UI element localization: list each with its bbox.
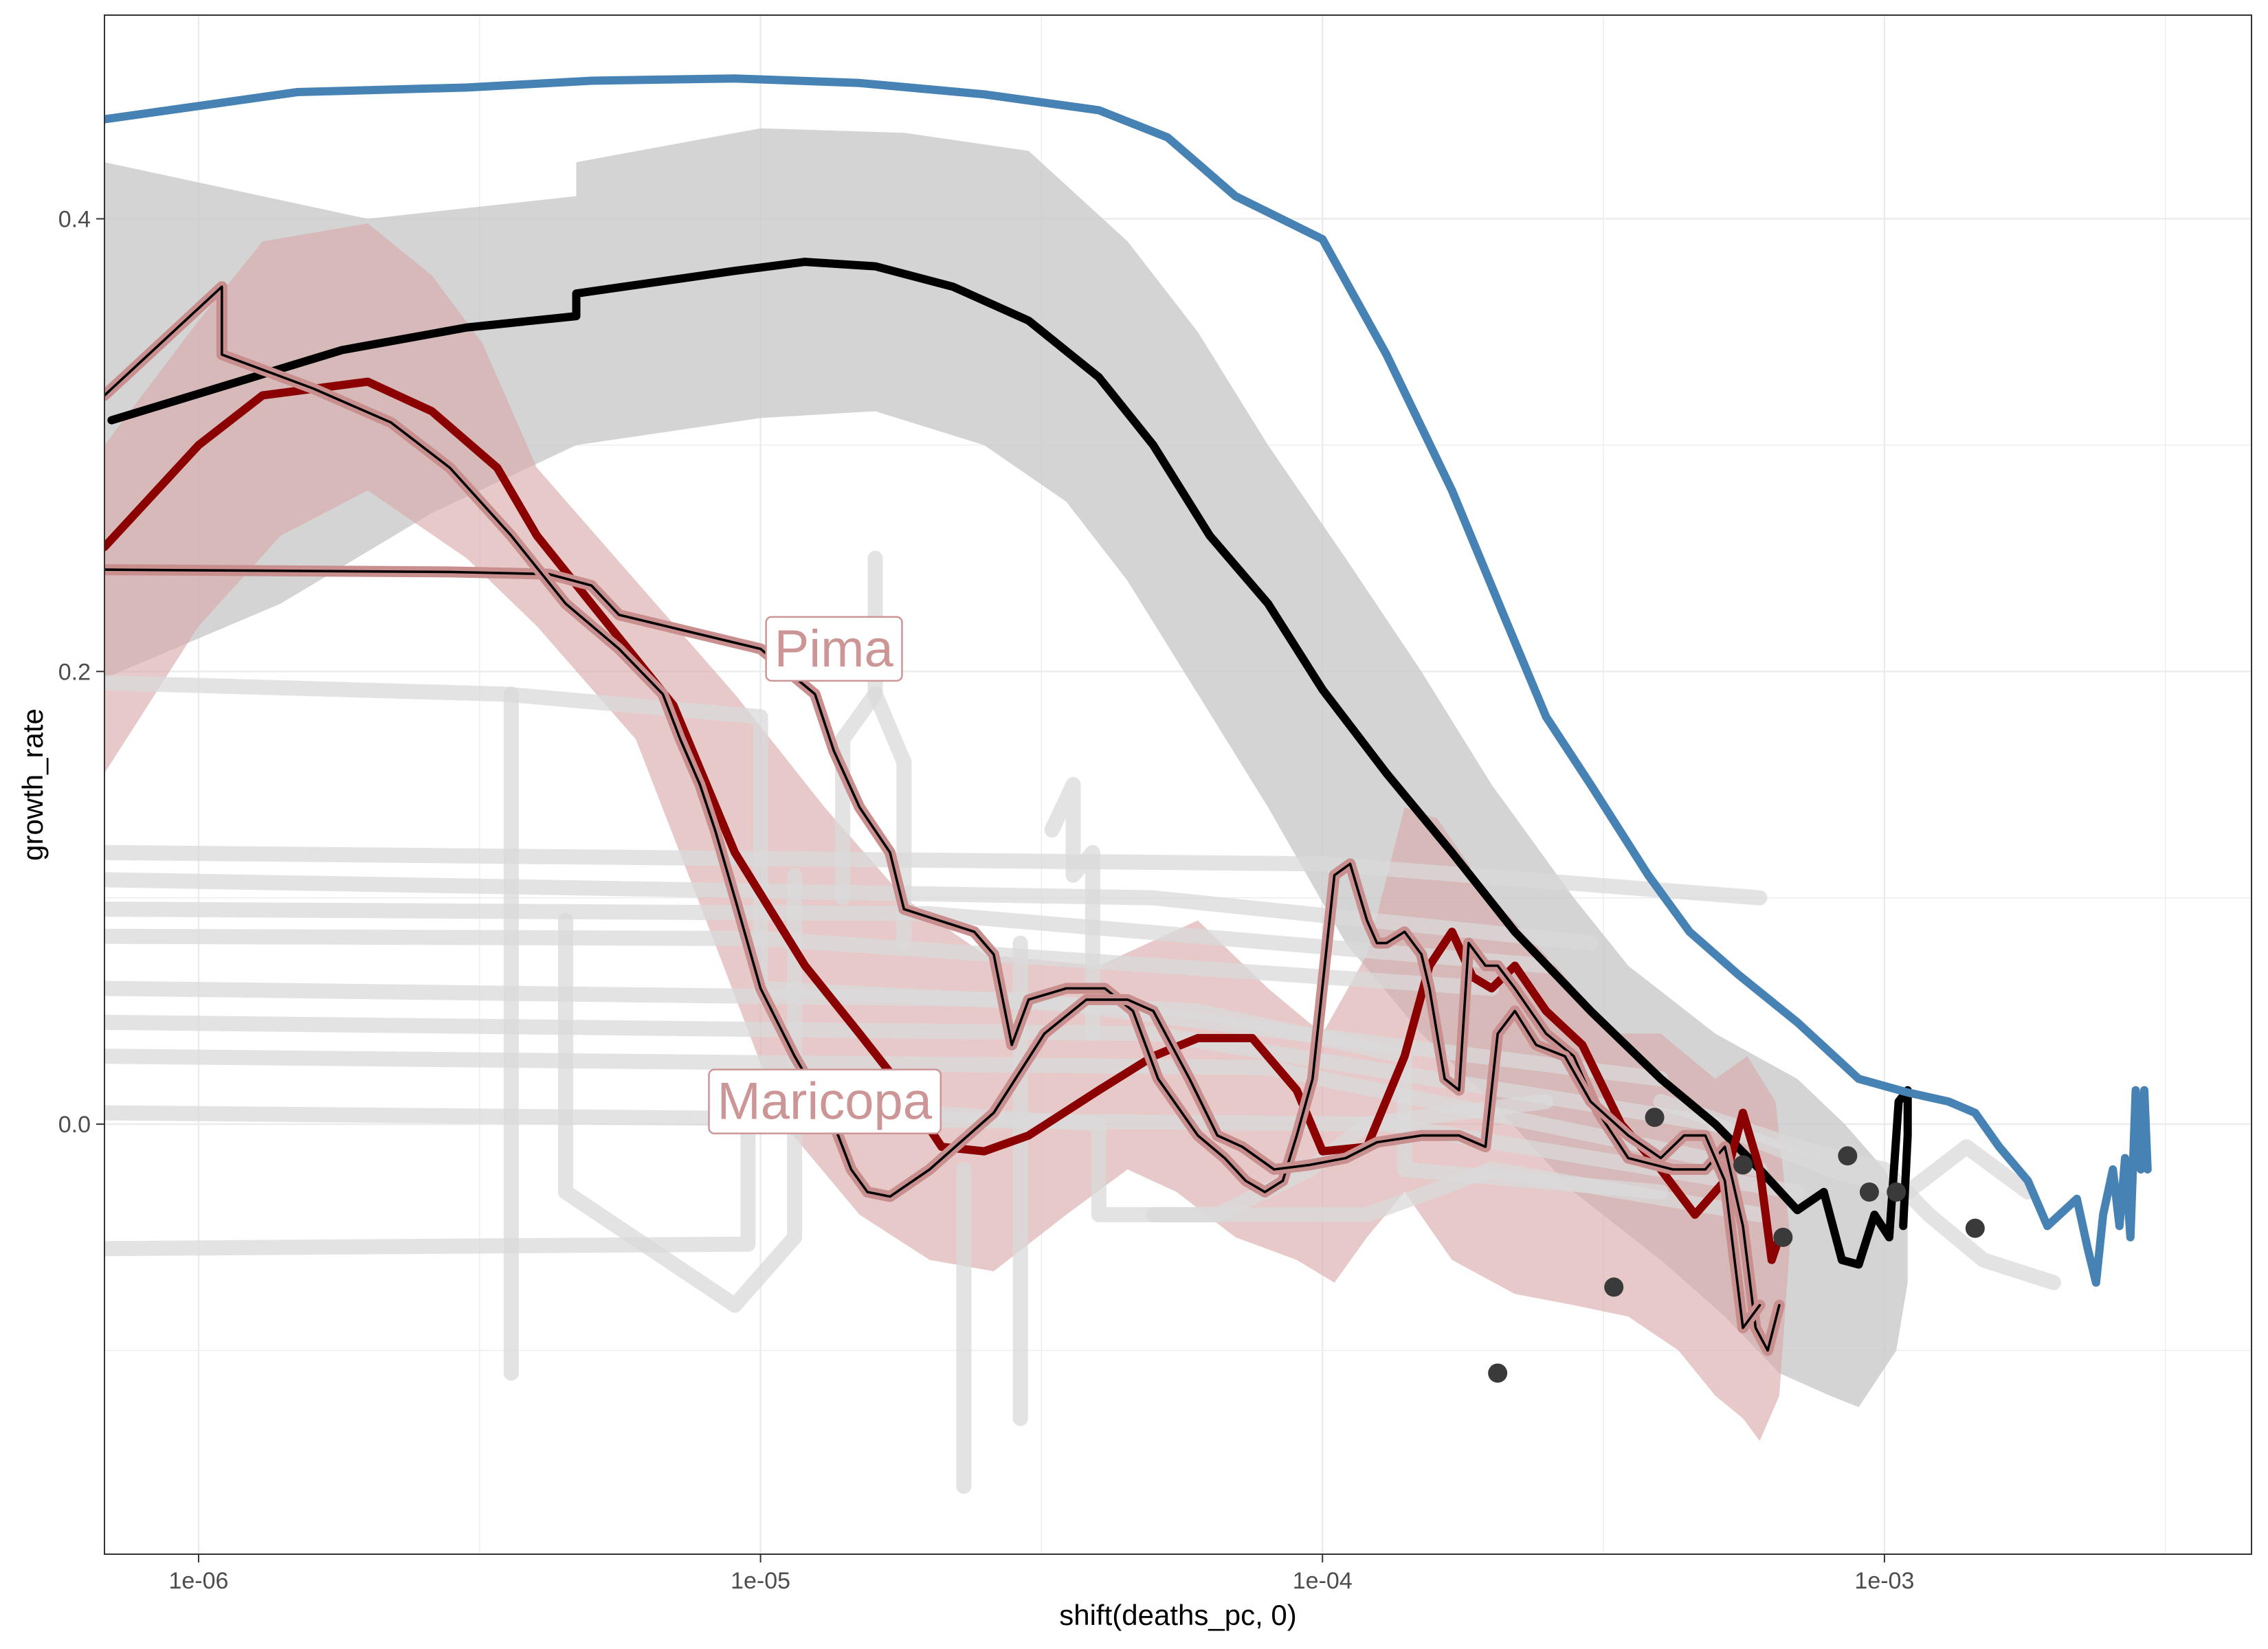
black-line xyxy=(107,258,1912,1269)
grey-h10-line xyxy=(104,675,1669,1200)
axis-ticks: 1e-06 1e-05 1e-04 1e-03 0.0 0.2 0.4 xyxy=(58,206,1915,1594)
data-point xyxy=(1773,1227,1793,1247)
plot-panel-border xyxy=(104,14,2252,1555)
maricopa-county-line xyxy=(104,285,1761,1330)
x-axis-title: shift(deaths_pc, 0) xyxy=(1059,1599,1297,1631)
y-tick-label: 0.0 xyxy=(58,1112,91,1138)
county-label-maricopa: Maricopa xyxy=(708,1068,942,1134)
grey-h2-line xyxy=(104,872,1599,951)
data-points xyxy=(1488,1108,1985,1383)
grey-ribbon-band xyxy=(104,128,1908,1407)
data-point xyxy=(1645,1108,1665,1128)
grey-h6-line xyxy=(104,1014,1723,1132)
data-point xyxy=(1965,1218,1985,1238)
x-tick-label: 1e-03 xyxy=(1854,1568,1914,1594)
county-label-text: Maricopa xyxy=(717,1073,932,1131)
data-point xyxy=(1887,1182,1906,1202)
county-label-pima: Pima xyxy=(765,616,903,682)
x-tick-label: 1e-05 xyxy=(731,1568,790,1594)
grey-h7-line xyxy=(104,1048,1768,1177)
county-label-box xyxy=(708,1068,942,1134)
grey-v4-line xyxy=(867,686,912,951)
data-point xyxy=(1859,1182,1879,1202)
x-tick-label: 1e-04 xyxy=(1293,1568,1353,1594)
y-tick-label: 0.4 xyxy=(58,206,91,232)
county-labels: Pima Maricopa xyxy=(708,616,942,1134)
data-point xyxy=(1604,1277,1624,1297)
y-tick-label: 0.2 xyxy=(58,659,91,685)
grey-v7-line xyxy=(1044,777,1100,1042)
blue-line xyxy=(104,74,2152,1287)
y-axis-title: growth_rate xyxy=(16,708,49,861)
x-tick-label: 1e-06 xyxy=(168,1568,228,1594)
data-point xyxy=(1838,1146,1858,1166)
background-county-lines xyxy=(104,550,2061,1494)
data-point xyxy=(1733,1155,1753,1175)
data-point xyxy=(1488,1363,1508,1383)
county-label-text: Pima xyxy=(775,620,894,678)
county-label-box xyxy=(765,616,903,682)
highlight-lines xyxy=(104,74,2152,1356)
